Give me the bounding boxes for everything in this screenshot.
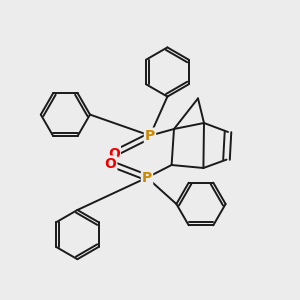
Text: O: O: [108, 147, 120, 160]
Text: O: O: [104, 157, 116, 170]
Text: P: P: [142, 171, 152, 184]
Text: P: P: [145, 129, 155, 142]
